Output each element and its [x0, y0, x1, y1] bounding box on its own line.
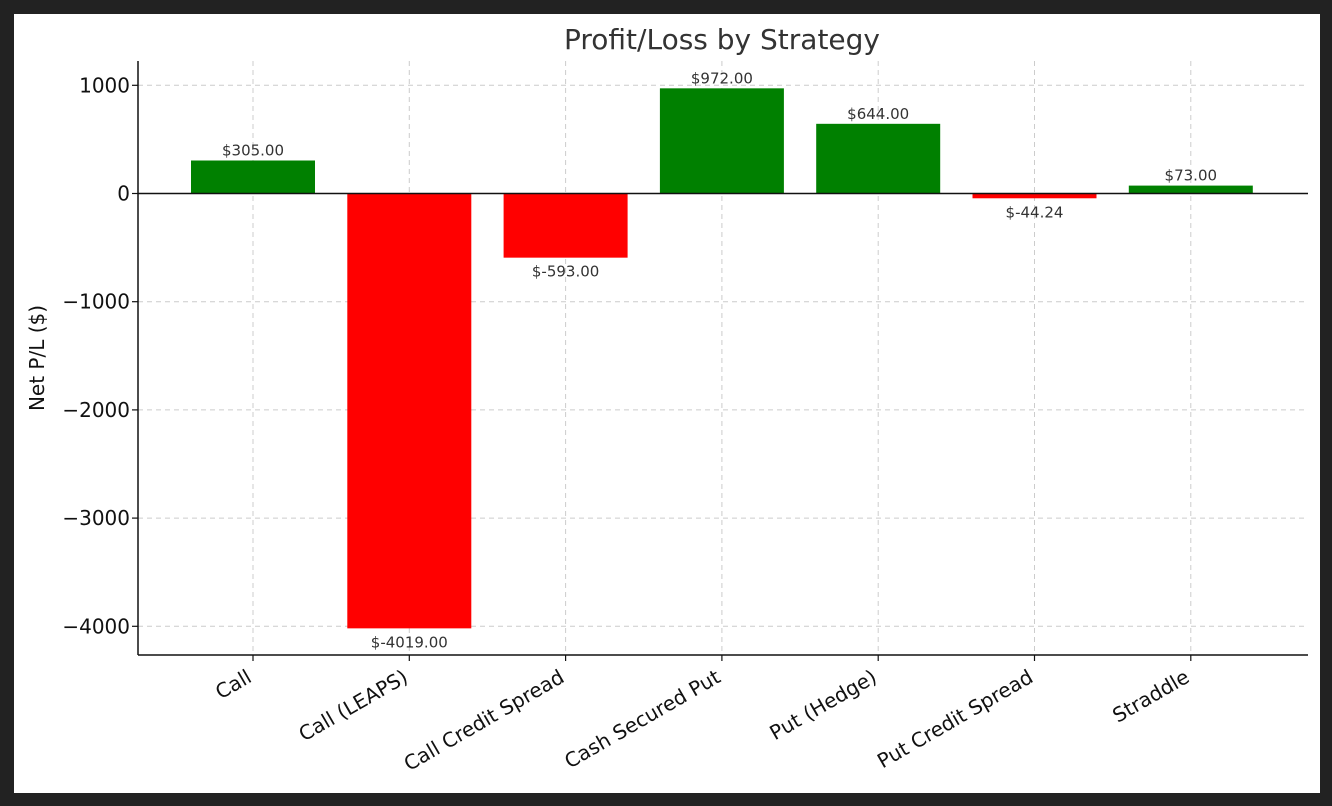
bar — [191, 160, 315, 194]
y-tick-label: −3000 — [62, 506, 130, 530]
x-tick-label: Call Credit Spread — [400, 665, 568, 776]
chart-panel: Profit/Loss by Strategy 1000 0 −1000 −2000 −… — [14, 14, 1320, 793]
bar-data-label: $305.00 — [222, 141, 284, 159]
y-tick-label: 1000 — [79, 73, 130, 97]
bar-data-label: $-593.00 — [532, 263, 599, 281]
bar — [972, 193, 1097, 199]
y-tick-label: −4000 — [62, 614, 130, 638]
bar-chart: Profit/Loss by Strategy 1000 0 −1000 −2000 −… — [25, 23, 1308, 776]
y-tick-label: −2000 — [62, 398, 130, 422]
x-tick-label: Call — [211, 665, 255, 704]
x-tick-label: Put (Hedge) — [765, 665, 880, 745]
x-tick-label: Call (LEAPS) — [295, 665, 412, 747]
bar-data-label: $644.00 — [847, 105, 909, 123]
bar-data-label: $-44.24 — [1006, 203, 1064, 221]
bars-layer — [191, 88, 1253, 629]
bar — [816, 123, 941, 194]
bar — [1128, 185, 1253, 194]
x-tick-label: Straddle — [1108, 665, 1193, 728]
y-tick-label: −1000 — [62, 290, 130, 314]
bar — [503, 193, 628, 258]
bar — [659, 88, 784, 194]
bar-data-label: $73.00 — [1165, 167, 1218, 185]
bar-data-label: $-4019.00 — [371, 633, 448, 651]
x-tick-label: Cash Secured Put — [560, 664, 724, 773]
bar — [347, 193, 472, 629]
y-tick-label: 0 — [117, 182, 130, 206]
axes-layer — [137, 61, 1308, 656]
x-tick-label: Put Credit Spread — [873, 665, 1037, 774]
bar-data-label: $972.00 — [691, 69, 753, 87]
chart-title: Profit/Loss by Strategy — [564, 23, 880, 56]
y-axis-title: Net P/L ($) — [25, 305, 49, 411]
